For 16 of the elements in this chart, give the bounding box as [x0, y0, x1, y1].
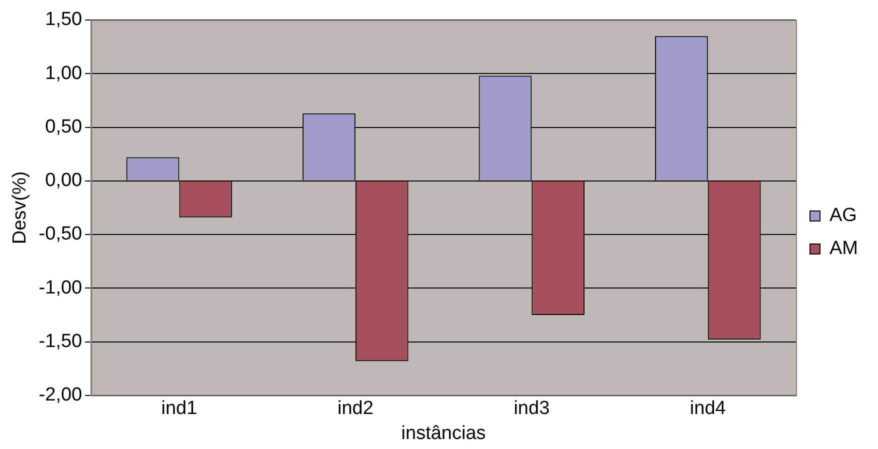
y-tick-label: -1,50: [38, 331, 82, 352]
x-tick-label: ind1: [161, 398, 198, 420]
y-tick-label: -0,50: [38, 224, 82, 245]
x-tick-label: ind4: [690, 398, 726, 420]
y-tick-label: 0,00: [45, 170, 82, 192]
x-axis-title: instâncias: [401, 422, 486, 444]
y-tick-label: -1,00: [38, 277, 82, 298]
y-tick-label: 0,50: [45, 116, 82, 138]
legend-label: AG: [830, 205, 857, 226]
x-tick-label: ind2: [337, 398, 374, 420]
y-axis-title: Desv(%): [10, 171, 31, 244]
y-tick-label: -2,00: [38, 384, 82, 406]
legend-label: AM: [830, 238, 858, 260]
y-tick-label: 1,50: [45, 9, 82, 30]
x-tick-label: ind3: [514, 398, 550, 420]
y-tick-label: 1,00: [45, 62, 82, 84]
